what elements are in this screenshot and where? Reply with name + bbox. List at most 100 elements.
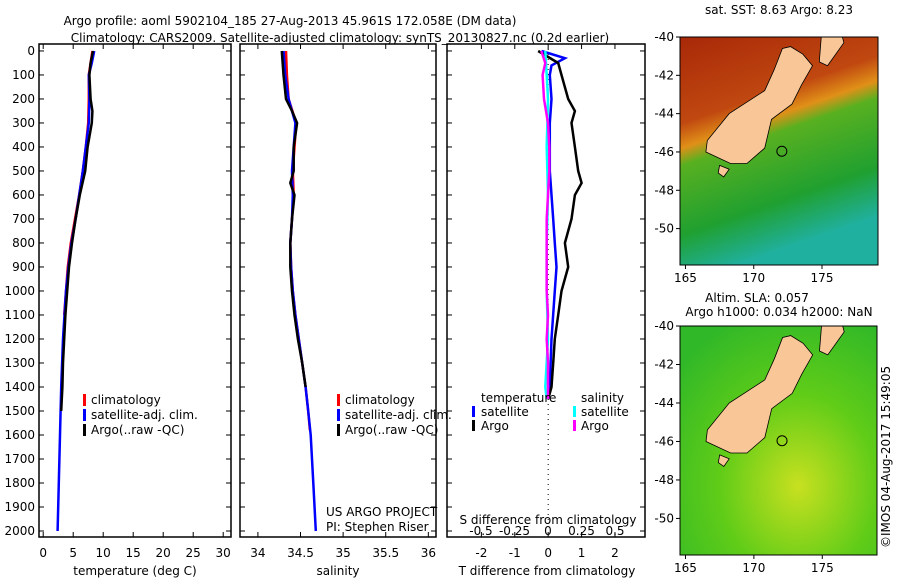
x-tick-label: 30	[216, 546, 231, 560]
temperature-plot: 0100200300400500600700800900100011001200…	[4, 44, 231, 560]
salinity-plot: 34 34.5 35 35.5 36	[240, 44, 436, 560]
x-tick-label: 25	[186, 546, 201, 560]
depth-tick-label: 1900	[4, 500, 35, 514]
project-label: US ARGO PROJECT	[326, 505, 438, 519]
x-tick-label: 35	[335, 546, 350, 560]
x-tick-label: 20	[156, 546, 171, 560]
x-tick-label: 10	[96, 546, 111, 560]
series-satellite-adj-clim-	[56, 50, 96, 532]
lon-tick-label: 175	[811, 271, 834, 285]
depth-tick-label: 1200	[4, 332, 35, 346]
legend-swatch-satellite	[337, 409, 340, 421]
depth-tick-label: 0	[27, 44, 35, 58]
lat-tick-label: -46	[654, 434, 674, 448]
depth-tick-label: 100	[12, 68, 35, 82]
legend-label-argo: Argo(..raw -QC)	[345, 423, 438, 437]
depth-tick-label: 200	[12, 92, 35, 106]
legend-label-climatology: climatology	[91, 393, 161, 407]
legend-label-satellite: satellite-adj. clim.	[345, 408, 452, 422]
salinity-plot-frame	[239, 43, 437, 538]
x-tick-label: 15	[126, 546, 141, 560]
lat-tick-label: -44	[654, 396, 674, 410]
south-island-land	[705, 46, 813, 164]
pi-label: PI: Stephen Riser	[326, 520, 429, 534]
temperature-axis-label: temperature (deg C)	[73, 564, 196, 578]
north-island-land	[819, 326, 845, 356]
x-tick-label: 35.5	[372, 546, 399, 560]
lon-tick-label: 165	[674, 561, 697, 575]
x-tick-label: 0	[544, 546, 552, 560]
legend-swatch-t-satellite	[472, 406, 475, 417]
lat-tick-label: -40	[654, 30, 674, 44]
lat-tick-label: -44	[654, 107, 674, 121]
depth-tick-label: 900	[12, 260, 35, 274]
depth-tick-label: 500	[12, 164, 35, 178]
x-tick-label: 0	[39, 546, 47, 560]
stewart-island-land	[717, 164, 730, 178]
legend-swatch-argo	[83, 424, 86, 436]
depth-tick-label: 400	[12, 140, 35, 154]
s-difference-axis-label: S difference from climatology	[460, 513, 637, 527]
sla-map: -40 -42 -44 -46 -48 -50 165 170 175	[654, 319, 878, 575]
title-line-2: Climatology: CARS2009. Satellite-adjuste…	[71, 31, 609, 45]
north-island-land	[818, 37, 845, 67]
series-satellite-adj-clim-	[282, 50, 318, 532]
depth-tick-label: 1800	[4, 476, 35, 490]
legend-swatch-s-argo	[573, 420, 576, 431]
legend-swatch-s-satellite	[573, 406, 576, 417]
legend-label-climatology: climatology	[345, 393, 415, 407]
s-diff-tick-label: 0.25	[568, 524, 595, 538]
lon-tick-label: 170	[742, 561, 765, 575]
difference-plot: -2 -1 0 1 2 -0.5 -0.25 0 0.25 0.5	[447, 44, 645, 560]
s-diff-tick-label: -0.5	[469, 524, 492, 538]
south-island-land	[705, 335, 814, 454]
series-t-argo	[537, 49, 583, 400]
lon-tick-label: 165	[674, 271, 697, 285]
legend-swatch-t-argo	[472, 420, 475, 431]
difference-legend: temperature satellite Argo salinity sate…	[472, 391, 629, 433]
series-t-satellite	[541, 49, 569, 400]
depth-tick-label: 1600	[4, 428, 35, 442]
map-frame	[679, 36, 879, 266]
depth-tick-label: 1500	[4, 404, 35, 418]
float-position-marker	[776, 145, 788, 157]
depth-tick-label: 1300	[4, 356, 35, 370]
depth-tick-label: 300	[12, 116, 35, 130]
legend-swatch-satellite	[83, 409, 86, 421]
lon-tick-label: 170	[742, 271, 765, 285]
lat-tick-label: -50	[654, 511, 674, 525]
legend-swatch-argo	[337, 424, 340, 436]
title-line-1: Argo profile: aoml 5902104_185 27-Aug-20…	[64, 14, 517, 28]
x-tick-label: 5	[69, 546, 77, 560]
series-argo	[59, 50, 95, 412]
lat-tick-label: -42	[654, 68, 674, 82]
x-tick-label: -2	[475, 546, 487, 560]
lon-tick-label: 175	[811, 561, 834, 575]
depth-tick-label: 1100	[4, 308, 35, 322]
depth-tick-label: 700	[12, 212, 35, 226]
depth-tick-label: 600	[12, 188, 35, 202]
depth-tick-label: 2000	[4, 524, 35, 538]
sla-map-subtitle: Argo h1000: 0.034 h2000: NaN	[685, 305, 872, 319]
legend-label-s-satellite: satellite	[581, 405, 629, 419]
legend-title-temperature: temperature	[481, 391, 556, 405]
sst-map: -40 -42 -44 -46 -48 -50 165 170 175	[654, 30, 879, 285]
sla-map-title: Altim. SLA: 0.057	[705, 291, 809, 305]
legend-label-satellite: satellite-adj. clim.	[91, 408, 198, 422]
legend-title-salinity: salinity	[581, 391, 624, 405]
s-diff-tick-label: 0.5	[605, 524, 624, 538]
depth-tick-label: 1700	[4, 452, 35, 466]
legend-label-t-satellite: satellite	[481, 405, 529, 419]
stewart-island-land	[717, 454, 730, 468]
t-difference-axis-label: T difference from climatology	[458, 564, 636, 578]
map-frame	[679, 325, 878, 556]
series-argo	[280, 50, 307, 388]
legend-label-s-argo: Argo	[581, 419, 609, 433]
x-tick-label: 36	[421, 546, 436, 560]
s-diff-tick-label: 0	[544, 524, 552, 538]
depth-tick-label: 1400	[4, 380, 35, 394]
x-tick-label: 1	[578, 546, 586, 560]
x-tick-label: 34	[250, 546, 265, 560]
legend-swatch-climatology	[337, 394, 340, 406]
lat-tick-label: -46	[654, 145, 674, 159]
